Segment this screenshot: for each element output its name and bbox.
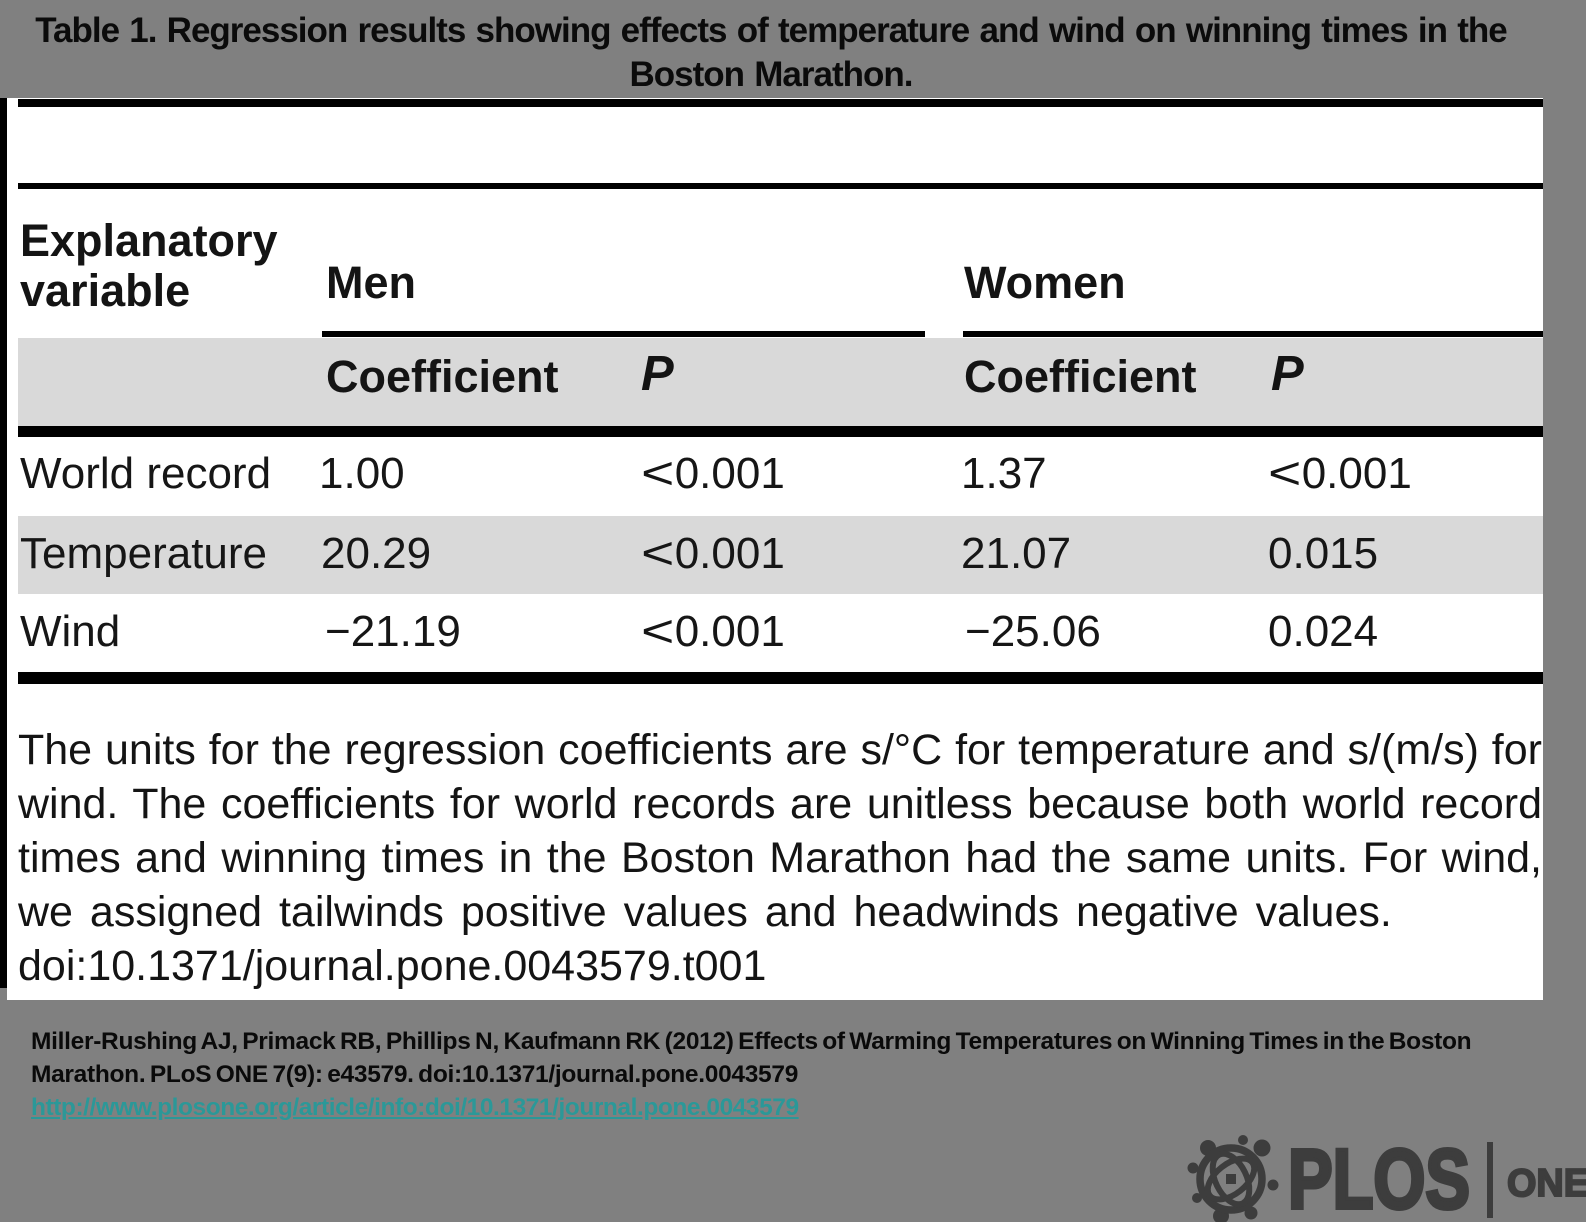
svg-text:ONE: ONE [1507,1162,1586,1205]
svg-text:PLOS: PLOS [1288,1132,1470,1222]
